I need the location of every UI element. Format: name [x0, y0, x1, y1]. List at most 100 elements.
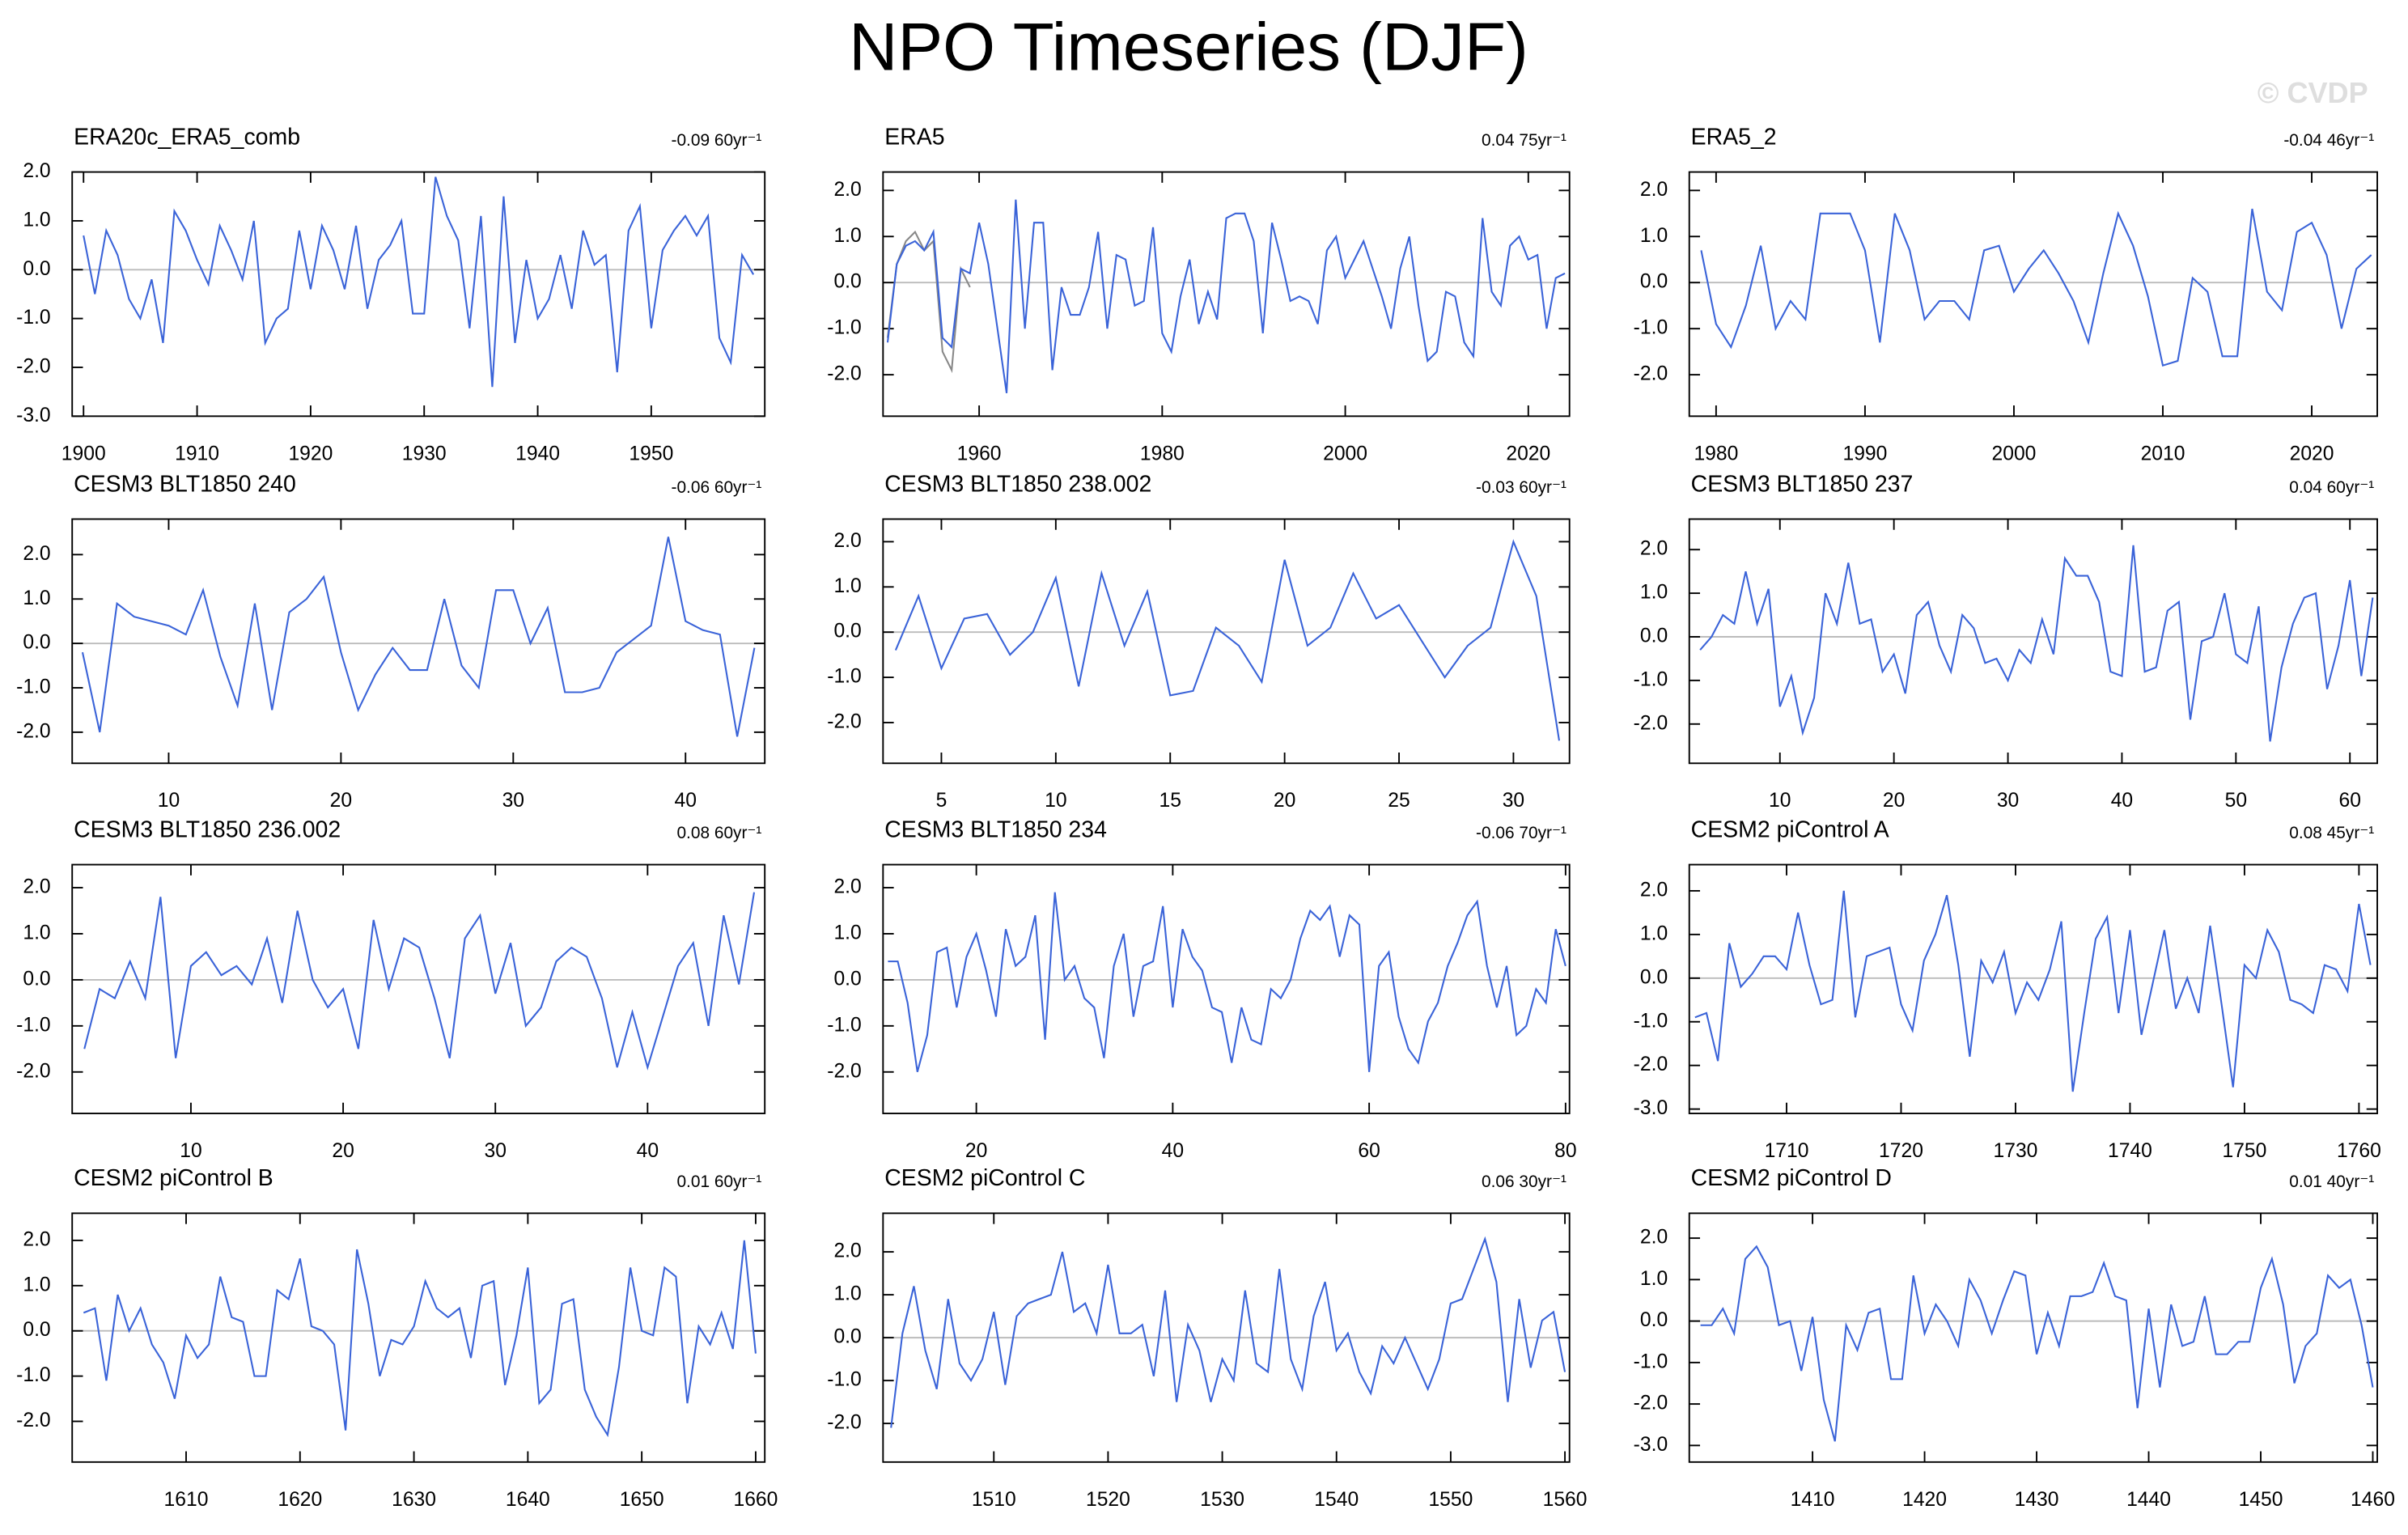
trend-label: -0.06 60yr⁻¹ — [672, 478, 762, 497]
y-tick-label: -1.0 — [16, 1364, 51, 1386]
x-tick-label: 20 — [330, 790, 352, 812]
x-tick-label: 1750 — [2222, 1140, 2266, 1162]
x-tick-label: 1620 — [278, 1489, 322, 1511]
y-tick-label: -1.0 — [827, 317, 861, 339]
y-tick-label: 0.0 — [23, 1319, 50, 1341]
y-tick-label: 0.0 — [1640, 625, 1668, 647]
x-tick-label: 1540 — [1314, 1489, 1359, 1511]
x-tick-label: 2000 — [1323, 443, 1367, 464]
panel-title: CESM3 BLT1850 240 — [74, 471, 296, 497]
series-line — [890, 1236, 1566, 1428]
plot-frame — [1688, 518, 2378, 765]
x-tick-label: 1660 — [733, 1489, 778, 1511]
plot-frame — [882, 171, 1571, 418]
y-tick-label: 1.0 — [833, 575, 861, 597]
x-tick-label: 1720 — [1879, 1140, 1923, 1162]
x-tick-label: 1710 — [1765, 1140, 1809, 1162]
series-line — [1700, 208, 2372, 367]
y-tick-label: 2.0 — [833, 530, 861, 552]
y-tick-label: 0.0 — [23, 968, 50, 990]
x-tick-label: 1740 — [2108, 1140, 2152, 1162]
x-tick-label: 1930 — [402, 443, 447, 464]
y-tick-label: -3.0 — [1634, 1097, 1668, 1119]
y-tick-label: 2.0 — [833, 876, 861, 898]
y-tick-label: -1.0 — [16, 676, 51, 698]
watermark: © CVDP — [2258, 76, 2368, 109]
panel-title: ERA20c_ERA5_comb — [74, 124, 300, 150]
y-tick-label: 2.0 — [1640, 1227, 1668, 1249]
x-tick-label: 1960 — [957, 443, 1002, 464]
x-tick-label: 50 — [2225, 790, 2247, 812]
x-tick-label: 25 — [1388, 790, 1410, 812]
trend-label: 0.06 30yr⁻¹ — [1482, 1172, 1566, 1191]
y-tick-label: 2.0 — [23, 160, 50, 182]
y-tick-label: 1.0 — [23, 209, 50, 231]
y-tick-label: -1.0 — [16, 307, 51, 329]
x-tick-label: 1640 — [506, 1489, 550, 1511]
series-line — [1699, 545, 2374, 742]
x-tick-label: 1950 — [629, 443, 673, 464]
plot-frame — [882, 518, 1571, 765]
x-tick-label: 1460 — [2351, 1489, 2395, 1511]
y-tick-label: 0.0 — [833, 1326, 861, 1348]
x-tick-label: 1980 — [1140, 443, 1185, 464]
y-tick-label: -2.0 — [1634, 712, 1668, 734]
x-tick-label: 10 — [180, 1140, 201, 1162]
y-tick-label: -1.0 — [827, 666, 861, 688]
x-tick-label: 60 — [1358, 1140, 1380, 1162]
x-tick-label: 10 — [1769, 790, 1791, 812]
plot-frame — [71, 518, 766, 765]
x-tick-label: 1410 — [1791, 1489, 1835, 1511]
x-tick-label: 1730 — [1994, 1140, 2038, 1162]
trend-label: -0.03 60yr⁻¹ — [1476, 478, 1566, 497]
x-tick-label: 1520 — [1086, 1489, 1130, 1511]
panel-title: CESM3 BLT1850 237 — [1691, 471, 1914, 497]
x-tick-label: 1910 — [175, 443, 219, 464]
trend-label: 0.08 60yr⁻¹ — [676, 824, 761, 842]
x-tick-label: 2000 — [1992, 443, 2037, 464]
plot-frame — [882, 1212, 1571, 1463]
x-tick-label: 1630 — [392, 1489, 436, 1511]
plot-frame — [71, 1212, 766, 1463]
y-tick-label: -1.0 — [827, 1014, 861, 1036]
x-tick-label: 20 — [1274, 790, 1295, 812]
y-tick-label: -3.0 — [16, 405, 51, 426]
x-tick-label: 1430 — [2015, 1489, 2059, 1511]
x-tick-label: 40 — [637, 1140, 659, 1162]
x-tick-label: 1530 — [1200, 1489, 1244, 1511]
x-tick-label: 1420 — [1902, 1489, 1947, 1511]
y-tick-label: 1.0 — [833, 1283, 861, 1305]
figure-title: NPO Timeseries (DJF) — [849, 9, 1528, 85]
y-tick-label: 0.0 — [833, 968, 861, 990]
plot-frame — [1688, 171, 2378, 418]
x-tick-label: 40 — [2111, 790, 2133, 812]
y-tick-label: -1.0 — [1634, 317, 1668, 339]
x-tick-label: 1550 — [1428, 1489, 1473, 1511]
x-tick-label: 15 — [1159, 790, 1181, 812]
y-tick-label: 0.0 — [833, 271, 861, 293]
y-tick-label: 0.0 — [23, 632, 50, 654]
y-tick-label: 2.0 — [23, 543, 50, 565]
panel-title: CESM2 piControl C — [884, 1165, 1085, 1191]
y-tick-label: 0.0 — [1640, 1309, 1668, 1331]
series-line — [83, 1240, 757, 1438]
series-line — [1700, 1245, 2374, 1442]
x-tick-label: 5 — [936, 790, 948, 812]
x-tick-label: 20 — [1883, 790, 1905, 812]
y-tick-label: -2.0 — [827, 1060, 861, 1082]
y-tick-label: 1.0 — [23, 922, 50, 943]
x-tick-label: 80 — [1554, 1140, 1576, 1162]
panel-title: CESM3 BLT1850 234 — [884, 816, 1107, 842]
x-tick-label: 2020 — [1506, 443, 1550, 464]
x-tick-label: 1450 — [2239, 1489, 2283, 1511]
y-tick-label: -1.0 — [1634, 1351, 1668, 1372]
panel-title: ERA5_2 — [1691, 124, 1777, 150]
series-line — [81, 536, 756, 737]
series-line — [888, 892, 1566, 1073]
x-tick-label: 20 — [965, 1140, 987, 1162]
y-tick-label: -2.0 — [16, 1410, 51, 1431]
x-tick-label: 30 — [1997, 790, 2019, 812]
y-tick-label: -2.0 — [827, 1412, 861, 1434]
y-tick-label: 2.0 — [1640, 179, 1668, 201]
x-tick-label: 1920 — [288, 443, 333, 464]
